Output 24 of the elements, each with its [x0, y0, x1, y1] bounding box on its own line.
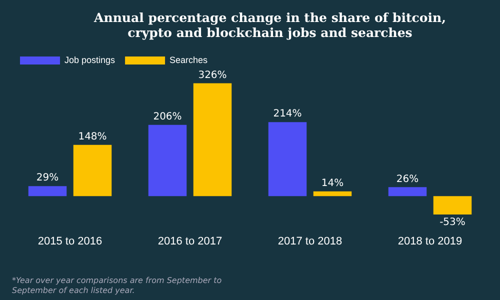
- bar: [433, 196, 472, 215]
- bar: [28, 186, 67, 196]
- legend-label: Searches: [170, 54, 208, 65]
- data-label: -53%: [440, 217, 466, 228]
- data-label: 326%: [198, 70, 227, 81]
- data-label: 148%: [78, 132, 107, 143]
- x-tick-label: 2015 to 2016: [38, 235, 102, 248]
- bar: [148, 124, 187, 196]
- bar: [313, 191, 352, 196]
- data-label: 214%: [273, 108, 302, 120]
- bar: [268, 122, 307, 196]
- data-label: 14%: [321, 178, 344, 189]
- text: *Year over year comparisons are from September to September of each listed year.: [12, 276, 223, 296]
- data-label: 29%: [36, 172, 59, 184]
- data-label: 26%: [396, 174, 419, 185]
- x-tick-label: 2016 to 2017: [158, 235, 222, 248]
- bar: [193, 83, 232, 196]
- chart-title: Annual percentage change in the share of bitcoin, crypto and blockchain jobs and searches: [92, 10, 447, 40]
- x-tick-label: 2018 to 2019: [398, 235, 462, 248]
- bar: [388, 187, 427, 196]
- bar: [73, 144, 112, 196]
- legend-label: Job postings: [64, 54, 116, 65]
- data-label: 206%: [153, 111, 182, 122]
- x-tick-label: 2017 to 2018: [278, 235, 342, 248]
